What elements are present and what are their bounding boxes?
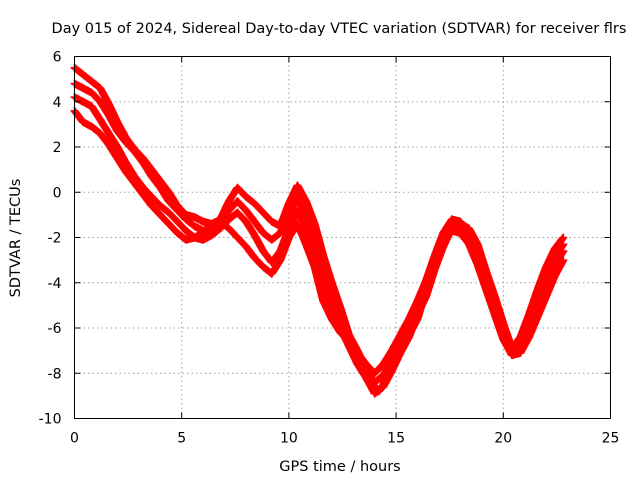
x-tick-label: 25 bbox=[602, 431, 620, 447]
data-series-1 bbox=[70, 63, 568, 396]
grid-lines bbox=[74, 56, 611, 419]
y-tick-label: -10 bbox=[39, 412, 62, 428]
data-point bbox=[559, 233, 568, 242]
x-tick-label: 10 bbox=[280, 431, 298, 447]
data-series-4 bbox=[70, 106, 568, 378]
data-points bbox=[70, 63, 568, 398]
data-point bbox=[559, 240, 568, 249]
y-axis-label: SDTVAR / TECUs bbox=[8, 179, 24, 298]
x-tick-label: 15 bbox=[387, 431, 405, 447]
y-tick-label: 2 bbox=[53, 140, 62, 156]
y-tick-label: 0 bbox=[53, 185, 62, 201]
y-tick-label: -8 bbox=[48, 366, 62, 382]
x-tick-label: 20 bbox=[494, 431, 512, 447]
data-point bbox=[559, 256, 568, 265]
y-tick-label: 4 bbox=[53, 95, 62, 111]
chart-title: Day 015 of 2024, Sidereal Day-to-day VTE… bbox=[52, 21, 627, 37]
y-tick-label: 6 bbox=[53, 50, 62, 66]
y-tick-label: -2 bbox=[48, 231, 62, 247]
x-tick-label: 5 bbox=[177, 431, 186, 447]
x-axis-label: GPS time / hours bbox=[279, 459, 400, 475]
y-tick-label: -6 bbox=[48, 321, 62, 337]
y-tick-label: -4 bbox=[48, 276, 62, 292]
data-point bbox=[559, 247, 568, 256]
x-tick-label: 0 bbox=[70, 431, 79, 447]
